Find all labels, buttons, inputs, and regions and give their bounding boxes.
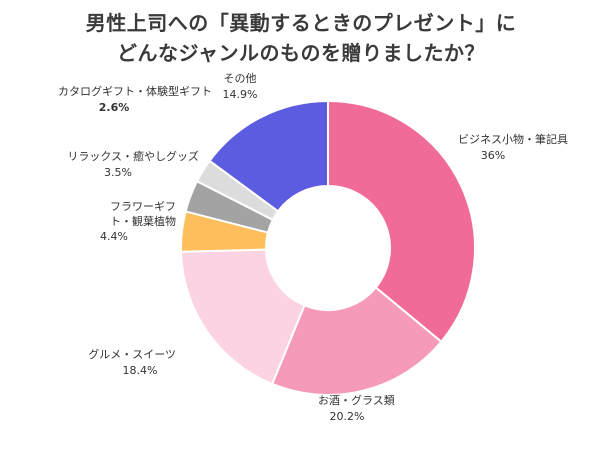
slice-gourmet [180,248,306,386]
chart-title-line-1: 男性上司への「異動するときのプレゼント」に [85,11,517,35]
label-business: ビジネス小物・筆記具 [458,132,568,146]
label-other: その他 [224,72,257,85]
value-relax: 3.5% [104,166,132,179]
value-business: 36% [481,149,505,162]
slice-alcohol [270,286,443,396]
label-flower-line-1: フラワーギフ [110,200,176,213]
slice-other [208,99,329,213]
value-flower: 4.4% [100,230,128,243]
slice-business [327,99,476,344]
chart-title-line-2: どんなジャンルのものを贈りましたか？ [117,41,485,65]
value-other: 14.9% [223,88,258,101]
label-alcohol: お酒・グラス類 [318,393,395,407]
value-gourmet: 18.4% [123,364,158,377]
label-flower-line-2: ト・観葉植物 [110,214,176,228]
value-catalog: 2.6% [99,101,130,114]
value-alcohol: 20.2% [330,410,365,423]
label-gourmet: グルメ・スイーツ [88,347,176,361]
label-catalog: カタログギフト・体験型ギフト [58,84,212,98]
label-relax: リラックス・癒やしグッズ [67,149,199,163]
